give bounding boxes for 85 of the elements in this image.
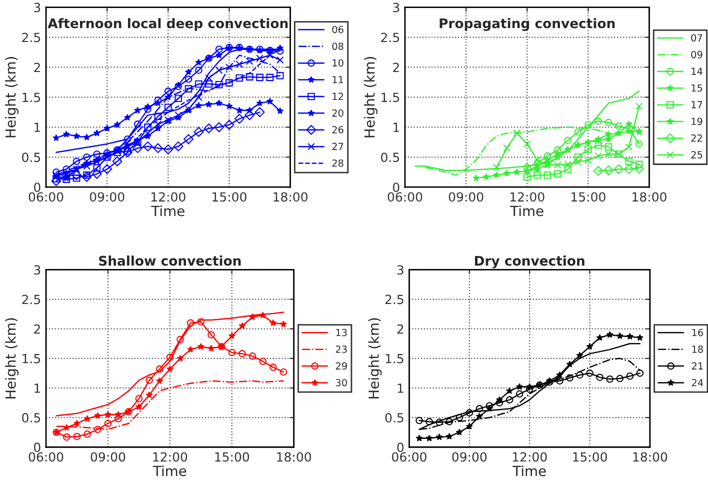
y-tick-label: 1.5 (382, 92, 400, 102)
y-tick-label: 0.5 (385, 413, 404, 422)
y-axis-title: Height (km) (5, 57, 18, 138)
legend-label: 28 (332, 159, 344, 167)
y-tick-label: 0.5 (22, 413, 40, 422)
legend-label: 30 (336, 378, 347, 386)
legend-label: 24 (692, 378, 704, 386)
x-tick-label: 18:00 (632, 192, 666, 202)
legend-label: 19 (692, 118, 702, 126)
legend-label: 22 (691, 134, 702, 142)
y-tick-label: 3 (34, 265, 40, 275)
legend-label: 08 (332, 42, 344, 50)
legend-label: 09 (691, 50, 702, 58)
chart-title: Shallow convection (99, 256, 241, 266)
legend-label: 13 (336, 328, 347, 336)
legend-label: 07 (691, 34, 702, 42)
y-tick-label: 2.5 (385, 294, 404, 304)
x-tick-label: 09:00 (452, 452, 487, 462)
legend-label: 25 (691, 151, 702, 158)
x-tick-label: 12:00 (153, 452, 188, 462)
y-tick-label: 1 (34, 122, 40, 132)
chart-title: Dry convection (475, 256, 584, 268)
x-tick-label: 12:00 (152, 192, 186, 202)
legend-label: 17 (692, 101, 702, 108)
x-tick-label: 12:00 (510, 192, 544, 202)
x-axis-title: Time (151, 205, 184, 216)
legend-label: 11 (332, 76, 344, 84)
y-axis-title: Height (km) (5, 318, 18, 398)
y-tick-label: 0 (34, 182, 40, 192)
x-tick-label: 06:00 (388, 192, 422, 202)
y-tick-label: 3 (397, 265, 404, 275)
legend-label: 06 (332, 26, 344, 34)
x-tick-label: 15:00 (215, 452, 250, 462)
x-tick-label: 06:00 (28, 452, 64, 462)
y-tick-label: 1 (34, 384, 40, 393)
y-tick-label: 1 (394, 122, 399, 132)
x-tick-label: 18:00 (277, 452, 311, 462)
legend-label: 18 (692, 346, 703, 353)
legend-label: 21 (692, 362, 703, 370)
legend-label: 26 (332, 126, 344, 134)
y-tick-label: 2 (34, 62, 40, 72)
legend-label: 23 (336, 346, 347, 353)
legend-label: 14 (692, 68, 702, 75)
x-axis-title: Time (510, 205, 544, 216)
y-tick-label: 0.5 (381, 152, 400, 162)
text: Propagating convection (440, 18, 615, 31)
y-tick-label: 1 (398, 384, 404, 393)
y-axis-title: Height (km) (364, 57, 378, 138)
x-tick-label: 12:00 (512, 452, 547, 462)
y-tick-label: 2 (34, 324, 40, 334)
text: Afternoon local deep convection (48, 18, 288, 31)
y-tick-label: 1.5 (386, 354, 404, 364)
legend-label: 27 (332, 142, 344, 150)
y-tick-label: 0.5 (22, 152, 40, 162)
legend-label: 16 (692, 328, 703, 336)
legend-label: 15 (692, 84, 702, 92)
y-tick-label: 2 (393, 62, 399, 72)
x-tick-label: 06:00 (28, 192, 64, 202)
y-tick-label: 3 (393, 2, 400, 12)
x-axis-title: Time (512, 465, 546, 476)
legend-label: 12 (332, 92, 344, 100)
legend-label: 29 (336, 362, 347, 370)
x-tick-label: 15:00 (572, 192, 606, 202)
x-tick-label: 15:00 (573, 452, 607, 462)
y-tick-label: 3 (34, 2, 40, 12)
legend-label: 10 (332, 59, 344, 67)
y-axis-title: Height (km) (368, 318, 382, 398)
x-tick-label: 09:00 (448, 192, 484, 202)
x-axis-title: Time (152, 465, 186, 476)
x-tick-label: 18:00 (633, 452, 668, 462)
x-tick-label: 15:00 (212, 192, 246, 202)
y-tick-label: 1.5 (22, 92, 40, 102)
y-tick-label: 0 (397, 442, 404, 452)
y-tick-label: 2.5 (22, 294, 40, 304)
y-tick-label: 1.5 (22, 354, 40, 364)
x-tick-label: 18:00 (274, 192, 308, 202)
y-tick-label: 0 (34, 442, 40, 452)
y-tick-label: 2.5 (381, 32, 400, 42)
x-tick-label: 09:00 (90, 192, 124, 202)
y-tick-label: 2.5 (22, 32, 40, 42)
x-tick-label: 06:00 (392, 452, 426, 462)
y-tick-label: 0 (392, 182, 400, 192)
legend-label: 20 (332, 109, 344, 117)
y-tick-label: 2 (397, 324, 404, 334)
x-tick-label: 09:00 (90, 452, 126, 462)
